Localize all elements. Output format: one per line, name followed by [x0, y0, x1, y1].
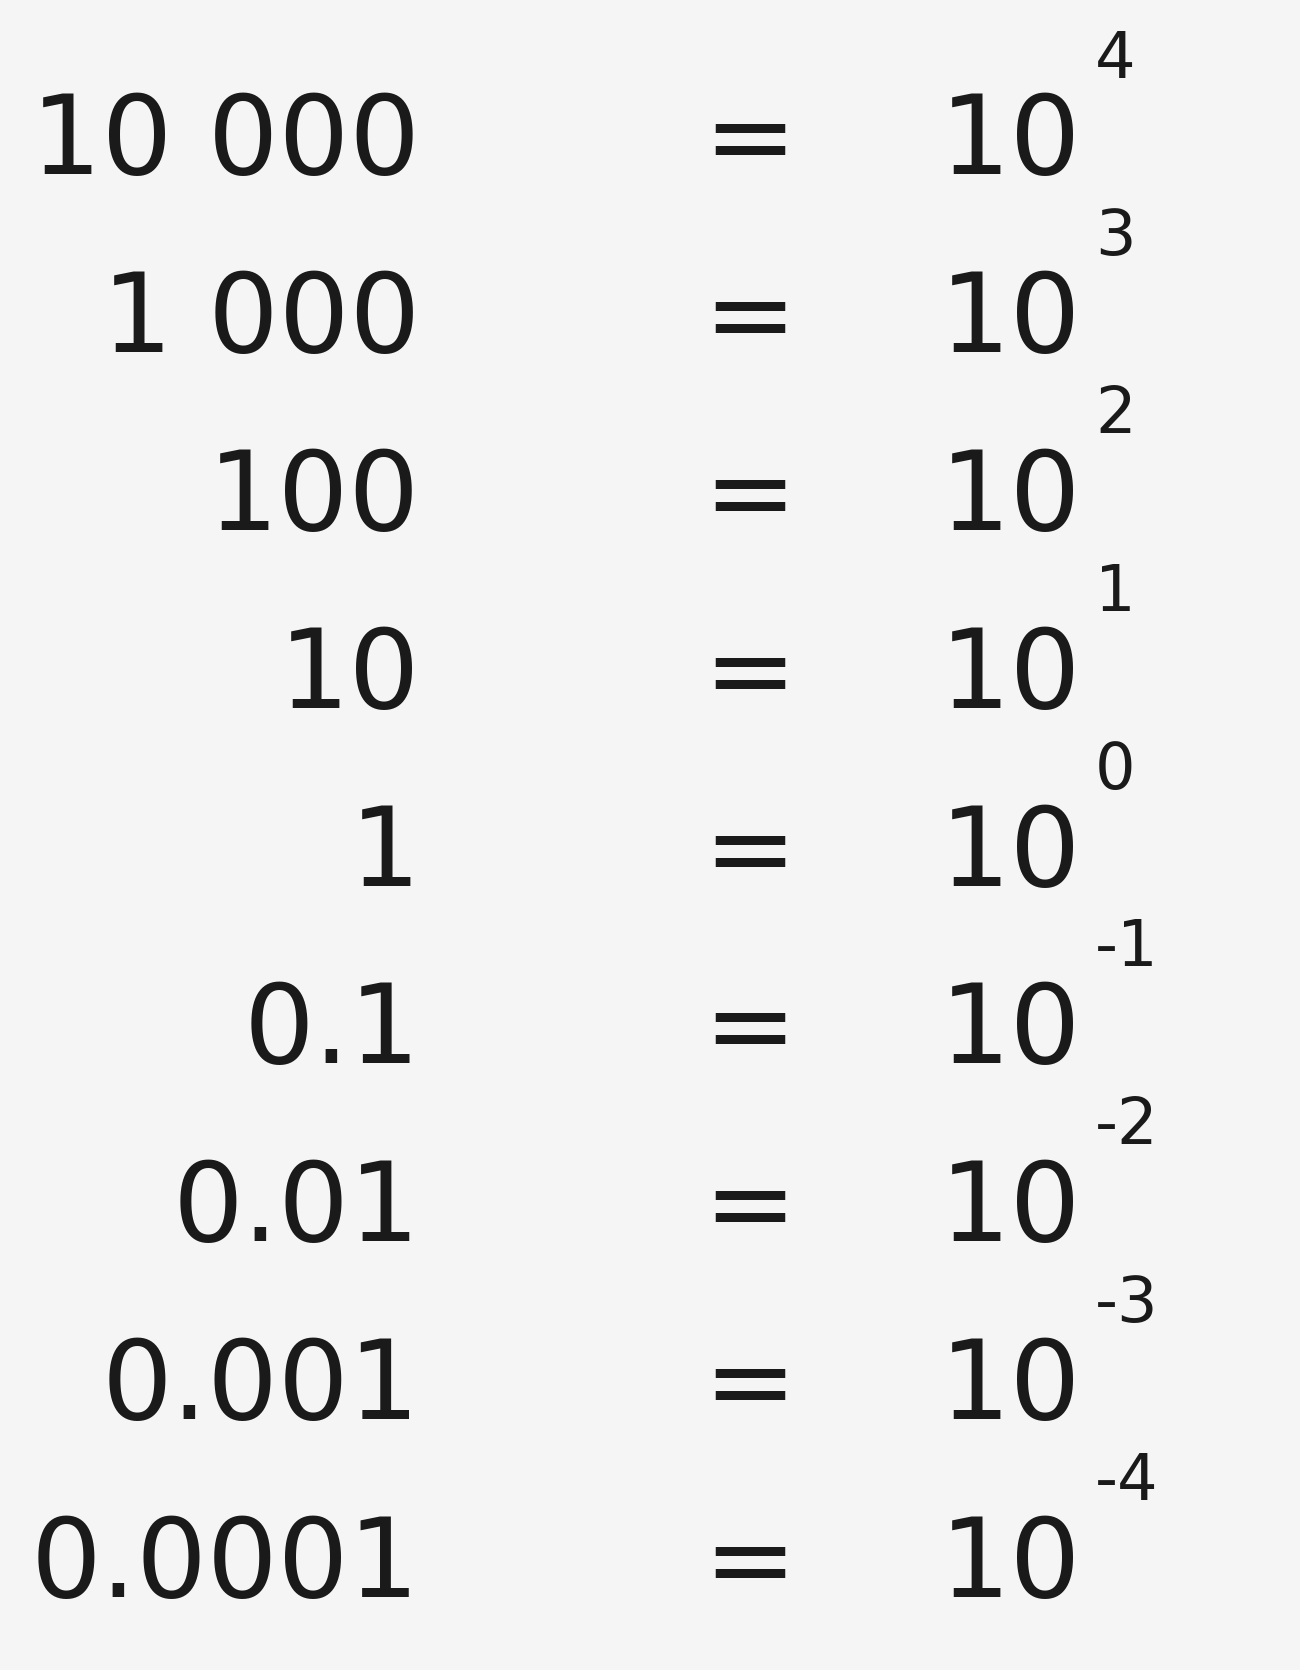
Text: 10: 10 — [940, 90, 1082, 197]
Text: -3: -3 — [1095, 1273, 1158, 1334]
Text: =: = — [703, 1157, 797, 1264]
Text: =: = — [703, 979, 797, 1086]
Text: 10: 10 — [940, 446, 1082, 553]
Text: 10: 10 — [940, 1513, 1082, 1620]
Text: 100: 100 — [208, 446, 420, 553]
Text: =: = — [703, 90, 797, 197]
Text: =: = — [703, 1513, 797, 1620]
Text: 10 000: 10 000 — [31, 90, 420, 197]
Text: 3: 3 — [1095, 207, 1136, 269]
Text: =: = — [703, 623, 797, 731]
Text: 10: 10 — [278, 623, 420, 731]
Text: 1: 1 — [1095, 561, 1136, 625]
Text: -2: -2 — [1095, 1096, 1158, 1157]
Text: 2: 2 — [1095, 384, 1136, 446]
Text: 0.0001: 0.0001 — [31, 1513, 420, 1620]
Text: 10: 10 — [940, 1157, 1082, 1264]
Text: 0.01: 0.01 — [173, 1157, 420, 1264]
Text: =: = — [703, 802, 797, 908]
Text: 10: 10 — [940, 802, 1082, 908]
Text: -1: -1 — [1095, 917, 1158, 979]
Text: 10: 10 — [940, 269, 1082, 376]
Text: 1: 1 — [350, 802, 420, 908]
Text: 10: 10 — [940, 623, 1082, 731]
Text: =: = — [703, 1334, 797, 1441]
Text: 0.1: 0.1 — [243, 979, 420, 1086]
Text: 4: 4 — [1095, 28, 1136, 90]
Text: =: = — [703, 446, 797, 553]
Text: 0: 0 — [1095, 740, 1136, 802]
Text: 1 000: 1 000 — [101, 269, 420, 376]
Text: 10: 10 — [940, 1334, 1082, 1441]
Text: =: = — [703, 269, 797, 376]
Text: 0.001: 0.001 — [101, 1334, 420, 1441]
Text: 10: 10 — [940, 979, 1082, 1086]
Text: -4: -4 — [1095, 1451, 1158, 1513]
